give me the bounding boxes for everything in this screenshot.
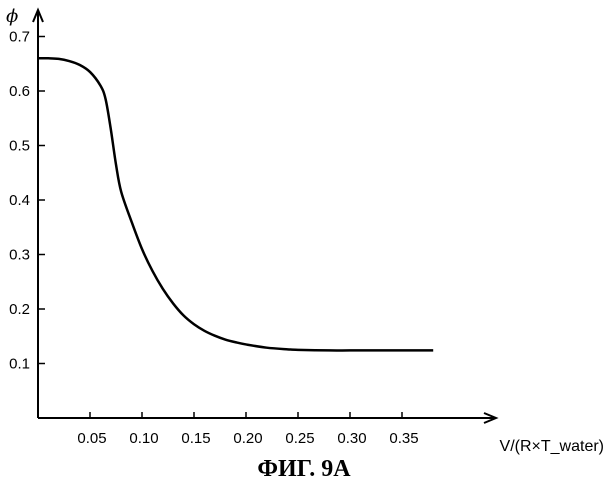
- x-axis-label: V/(R×T_water): [500, 438, 604, 455]
- y-tick-label: 0.2: [9, 301, 30, 318]
- x-tick-label: 0.15: [181, 430, 210, 447]
- y-tick-label: 0.5: [9, 138, 30, 155]
- y-tick-label: 0.3: [9, 247, 30, 264]
- x-tick-label: 0.30: [337, 430, 366, 447]
- y-tick-label: 0.7: [9, 29, 30, 46]
- x-tick-label: 0.10: [129, 430, 158, 447]
- ticks: 0.1 0.2 0.3 0.4 0.5 0.6 0.7 0.05 0.10 0.15 0.20 0.2…: [9, 29, 418, 448]
- x-tick-label: 0.35: [389, 430, 418, 447]
- series: [38, 58, 433, 350]
- figure-caption: ФИГ. 9A: [0, 456, 608, 483]
- y-tick-label: 0.1: [9, 356, 30, 373]
- x-tick-label: 0.25: [285, 430, 314, 447]
- axes: [33, 10, 496, 423]
- series-line: [38, 58, 433, 350]
- x-tick-label: 0.20: [233, 430, 262, 447]
- labels: ϕ V/(R×T_water): [6, 6, 604, 455]
- y-tick-label: 0.6: [9, 83, 30, 100]
- x-tick-label: 0.05: [77, 430, 106, 447]
- y-tick-label: 0.4: [9, 192, 30, 209]
- y-axis-label: ϕ: [6, 6, 18, 27]
